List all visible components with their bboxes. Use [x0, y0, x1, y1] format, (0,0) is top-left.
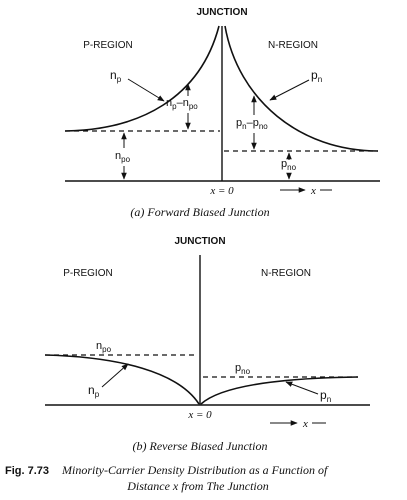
svg-text:pn–pno: pn–pno: [236, 117, 268, 131]
x-zero-label-a: x = 0: [209, 185, 234, 197]
svg-text:np: np: [110, 68, 122, 84]
caption-forward-biased: (a) Forward Biased Junction: [130, 205, 269, 219]
np-minus-npo-label-a: np–npo: [166, 97, 198, 111]
x-axis-label-a: x: [310, 185, 316, 197]
figure-number: Fig. 7.73: [5, 465, 49, 477]
figure-caption-line2: Distance x from The Junction: [126, 479, 269, 493]
npo-label-a: npo: [115, 150, 131, 164]
svg-text:np: np: [88, 383, 100, 399]
figure-caption-line1: Minority-Carrier Density Distribution as…: [61, 463, 329, 477]
pn-curve-b: [200, 376, 359, 405]
np-curve-b: [44, 354, 200, 405]
np-label-b: np: [88, 383, 100, 399]
pn-curve-a: [224, 25, 379, 152]
pn-pointer-a: [269, 79, 310, 101]
svg-text:pno: pno: [281, 158, 297, 172]
pn-label-b: pn: [320, 388, 331, 404]
x-axis-label-b: x: [302, 418, 308, 430]
pno-label-b: pno: [235, 362, 251, 376]
junction-label-b: JUNCTION: [174, 236, 225, 247]
np-pointer-a: [127, 78, 165, 102]
p-region-label-a: P-REGION: [83, 40, 132, 51]
svg-text:np–npo: np–npo: [166, 97, 198, 111]
pn-minus-pno-label-a: pn–pno: [236, 117, 268, 131]
n-region-label-b: N-REGION: [261, 268, 311, 279]
svg-text:npo: npo: [96, 340, 112, 354]
svg-text:pn: pn: [311, 68, 322, 84]
pn-label-a: pn: [311, 68, 322, 84]
svg-text:npo: npo: [115, 150, 131, 164]
figure-caption: Fig. 7.73 Minority-Carrier Density Distr…: [5, 463, 329, 493]
pn-pointer-b: [285, 381, 319, 395]
panel-reverse-biased: JUNCTION P-REGION N-REGION npo pno np pn…: [44, 236, 370, 453]
junction-label-a: JUNCTION: [196, 7, 247, 18]
npo-label-b: npo: [96, 340, 112, 354]
np-curve-a: [64, 25, 220, 132]
svg-text:pno: pno: [235, 362, 251, 376]
pno-label-a: pno: [281, 158, 297, 172]
np-label-a: np: [110, 68, 122, 84]
svg-text:pn: pn: [320, 388, 331, 404]
np-pointer-b: [101, 363, 129, 388]
p-region-label-b: P-REGION: [63, 268, 112, 279]
x-zero-label-b: x = 0: [187, 409, 212, 421]
caption-reverse-biased: (b) Reverse Biased Junction: [133, 439, 268, 453]
panel-forward-biased: JUNCTION P-REGION N-REGION np np–npo npo: [64, 7, 380, 219]
n-region-label-a: N-REGION: [268, 40, 318, 51]
